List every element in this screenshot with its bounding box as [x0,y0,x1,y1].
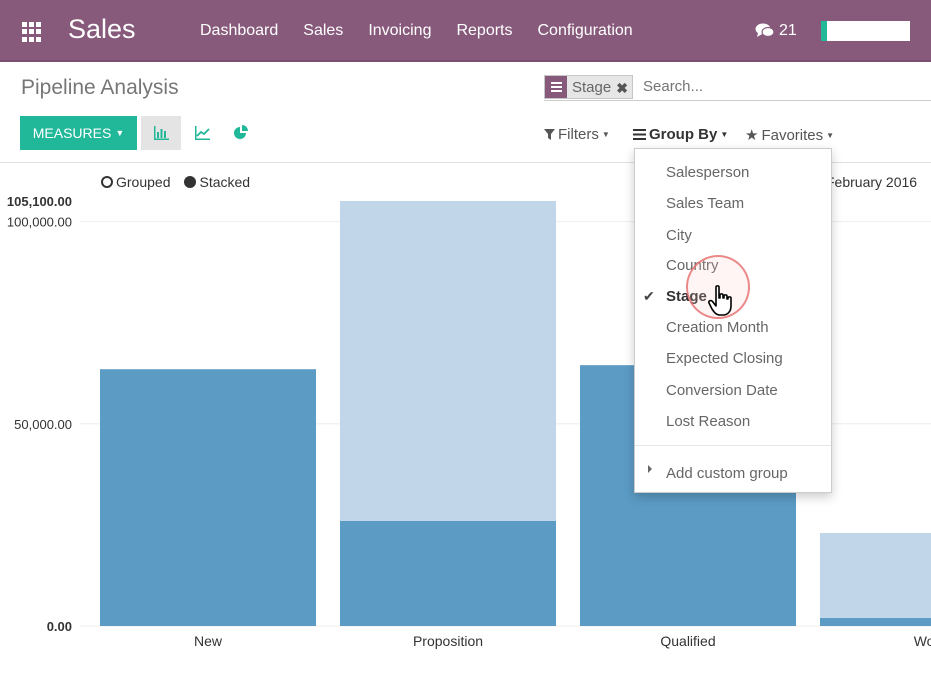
group-by-icon [545,76,567,98]
caret-down-icon: ▼ [601,130,610,139]
bar-new-series-0[interactable] [100,369,316,626]
divider [0,162,931,163]
add-custom-group[interactable]: Add custom group [666,465,788,482]
group-by-button[interactable]: Group By ▼ [633,126,728,143]
search-input[interactable] [643,78,913,95]
messaging-button[interactable]: 21 [755,22,797,40]
x-tick-label: New [194,633,223,649]
stacked-label: Stacked [199,174,251,190]
groupby-option-expected-closing[interactable]: Expected Closing [666,350,783,367]
list-icon [633,129,646,140]
groupby-option-stage[interactable]: Stage [666,288,707,305]
app-name: Sales [68,14,136,44]
main-menu: Dashboard Sales Invoicing Reports Config… [200,22,633,40]
x-tick-label: Proposition [413,633,483,649]
x-tick-label: Won [914,633,931,649]
menu-sales[interactable]: Sales [303,22,344,39]
chart-mode-legend: Grouped Stacked [101,174,250,190]
star-icon: ★ [745,127,759,144]
search-facet-stage[interactable]: Stage ✖ [544,75,633,99]
groupby-option-sales-team[interactable]: Sales Team [666,195,745,212]
caret-down-icon: ▼ [720,130,729,139]
bar-proposition-series-0[interactable] [340,520,556,626]
filters-label: Filters [558,126,599,143]
page-title: Pipeline Analysis [21,76,179,99]
bar-won-series-0[interactable] [820,617,931,626]
apps-menu-icon[interactable] [22,22,42,42]
filter-icon [544,129,555,140]
dropdown-divider [635,445,831,446]
measures-label: MEASURES [32,125,112,141]
grouped-toggle[interactable]: Grouped [101,174,170,190]
pie-chart-button[interactable] [221,116,261,150]
user-menu[interactable] [821,21,910,41]
groupby-option-lost-reason[interactable]: Lost Reason [666,413,751,430]
caret-down-icon: ▼ [826,130,835,140]
measures-button[interactable]: MEASURES ▼ [20,116,137,150]
y-tick-label: 50,000.00 [14,417,72,432]
radio-empty-icon [101,176,113,188]
favorites-button[interactable]: ★ Favorites ▼ [745,126,835,145]
bar-proposition-series-1[interactable] [340,201,556,521]
groupby-option-city[interactable]: City [666,227,692,244]
filters-button[interactable]: Filters ▼ [544,126,610,143]
pie-chart-icon [234,125,248,139]
y-tick-label: 0.00 [47,619,72,634]
bar-chart-icon [154,126,169,140]
x-tick-label: Qualified [660,633,715,649]
group-by-dropdown: ✔ Salesperson Sales Team City Country St… [634,148,832,493]
pipeline-bar-chart: 105,100.00 100,000.00 50,000.00 0.00 New Prop… [7,194,931,649]
line-chart-button[interactable] [182,116,222,150]
chat-icon [755,23,775,38]
groupby-option-country[interactable]: Country [666,257,719,274]
check-icon: ✔ [643,288,655,304]
search-bar: Stage ✖ [544,72,931,101]
groupby-option-conversion-date[interactable]: Conversion Date [666,382,778,399]
favorites-label: Favorites [761,126,824,144]
message-count: 21 [779,22,797,39]
stacked-toggle[interactable]: Stacked [184,174,250,190]
menu-invoicing[interactable]: Invoicing [368,22,432,39]
y-tick-label: 105,100.00 [7,194,72,209]
period-legend: February 2016 [826,174,918,190]
grouped-label: Grouped [116,174,171,190]
groupby-option-salesperson[interactable]: Salesperson [666,164,750,181]
caret-right-icon [648,465,652,473]
facet-label: Stage [572,79,612,96]
caret-down-icon: ▼ [115,128,125,138]
facet-remove-icon[interactable]: ✖ [616,80,628,96]
groupby-option-creation-month[interactable]: Creation Month [666,319,769,336]
y-tick-label: 100,000.00 [7,215,72,230]
group-by-label: Group By [649,126,718,143]
line-chart-icon [195,126,210,140]
bar-won-series-1[interactable] [820,532,931,618]
top-navbar: Sales Dashboard Sales Invoicing Reports … [0,0,931,62]
menu-dashboard[interactable]: Dashboard [200,22,279,39]
menu-reports[interactable]: Reports [456,22,513,39]
menu-configuration[interactable]: Configuration [537,22,633,39]
radio-filled-icon [184,176,197,188]
bar-chart-button[interactable] [141,116,181,150]
